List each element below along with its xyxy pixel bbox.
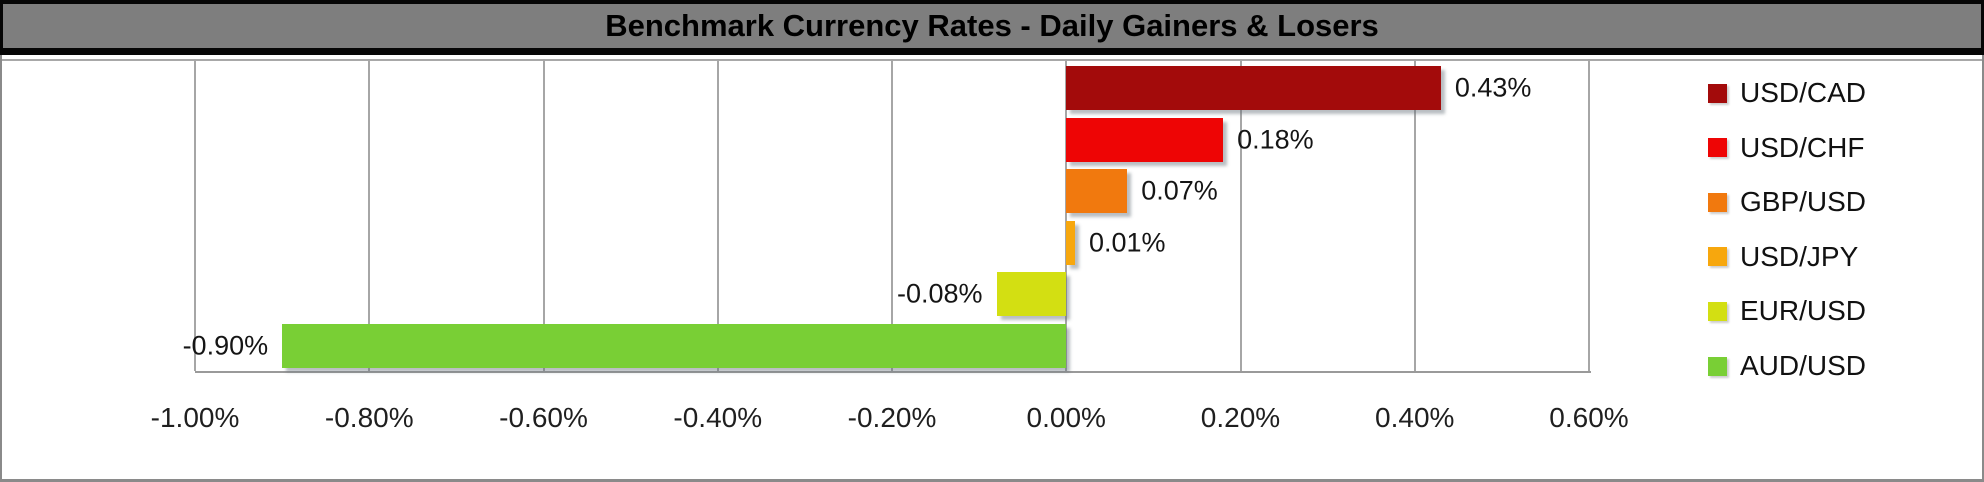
gridline [1239, 59, 1242, 371]
bar-usd-chf [1066, 117, 1224, 162]
gridline [368, 59, 371, 371]
chart-title-bar: Benchmark Currency Rates - Daily Gainers… [0, 0, 1984, 55]
chart-frame [0, 55, 1984, 482]
bar-usd-jpy [1066, 220, 1075, 265]
legend-item-aud-usd: AUD/USD [1708, 350, 1866, 382]
x-axis-tick-label: -0.60% [499, 402, 588, 433]
legend-swatch-usd-chf [1708, 138, 1727, 158]
legend-swatch-eur-usd [1708, 301, 1727, 321]
bar-gbp-usd [1066, 169, 1128, 213]
legend-label: GBP/USD [1740, 186, 1867, 218]
bar-value-label: 0.07% [1141, 175, 1218, 206]
legend-swatch-aud-usd [1708, 356, 1727, 376]
chart-title: Benchmark Currency Rates - Daily Gainers… [605, 8, 1379, 43]
legend-swatch-usd-jpy [1708, 247, 1727, 267]
x-axis-tick-label: -0.40% [673, 402, 763, 433]
x-axis-tick-label: 0.40% [1375, 402, 1455, 433]
x-axis-line [195, 371, 1591, 373]
x-axis-tick-label: -0.80% [324, 402, 414, 433]
legend-swatch-gbp-usd [1708, 192, 1727, 212]
gridline [194, 59, 196, 371]
legend-item-usd-cad: USD/CAD [1708, 77, 1866, 109]
legend-item-usd-chf: USD/CHF [1708, 132, 1864, 164]
legend-label: USD/CAD [1740, 77, 1867, 108]
bar-value-label: 0.18% [1237, 124, 1314, 154]
bar-value-label: -0.90% [182, 330, 269, 360]
x-axis-tick-label: 0.00% [1026, 402, 1106, 433]
bar-value-label: 0.43% [1454, 72, 1532, 103]
x-axis-tick-label: -0.20% [847, 402, 937, 433]
plot-top-border [2, 59, 1982, 61]
gridline [1588, 59, 1590, 371]
x-axis-tick-label: -1.00% [150, 402, 240, 433]
bar-usd-cad [1066, 66, 1441, 110]
bar-aud-usd [282, 323, 1067, 368]
legend-label: USD/JPY [1740, 240, 1859, 272]
x-axis-tick-label: 0.20% [1200, 402, 1281, 433]
bar-value-label: -0.08% [896, 278, 983, 309]
legend-swatch-usd-cad [1708, 83, 1727, 103]
legend-item-usd-jpy: USD/JPY [1708, 241, 1858, 273]
bar-eur-usd [996, 272, 1067, 316]
x-axis-tick-label: 0.60% [1549, 402, 1629, 433]
gridline [716, 59, 719, 371]
legend-label: AUD/USD [1740, 350, 1867, 381]
legend-item-eur-usd: EUR/USD [1708, 295, 1866, 327]
legend-item-gbp-usd: GBP/USD [1708, 186, 1866, 218]
legend-label: EUR/USD [1740, 295, 1867, 327]
legend-label: USD/CHF [1740, 131, 1865, 163]
gridline [891, 59, 893, 371]
bar-value-label: 0.01% [1088, 227, 1166, 257]
gridline [1065, 59, 1068, 371]
gridline [1413, 59, 1416, 371]
gridline [542, 59, 545, 371]
